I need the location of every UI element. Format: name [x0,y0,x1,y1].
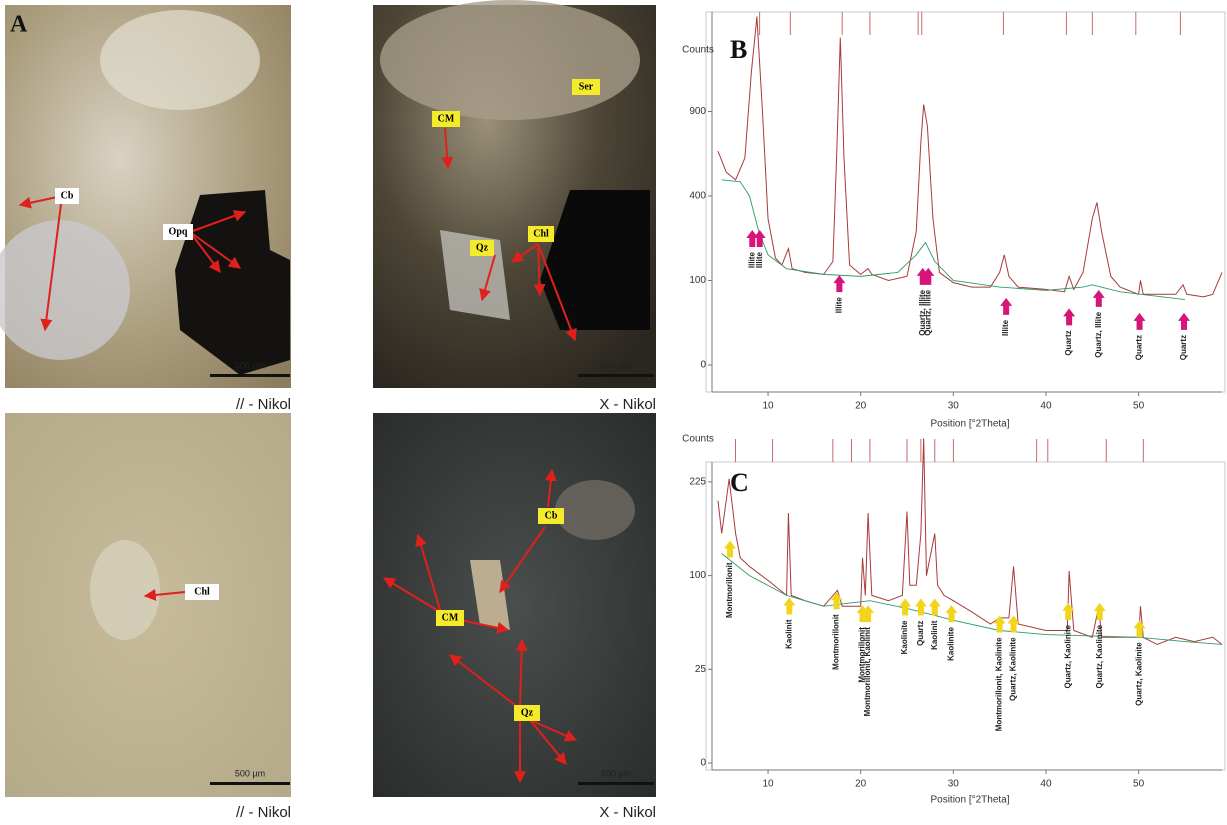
annotation-arrow [945,605,957,622]
y-axis-title: Counts [682,434,714,445]
annotation-label: Kaolinite [900,620,909,654]
y-tick-label: 900 [689,106,706,117]
annotation-label: Quartz, Illite [1094,311,1103,357]
label: Chl [194,586,210,597]
scale-bar: 500 µm [601,360,631,370]
scale-bar: 500 µm [235,768,265,778]
annotation-arrow [746,230,758,247]
label-box: Chl [528,226,554,242]
label-box: Qz [514,705,540,721]
label: Qz [476,242,489,253]
annotation-label: Kaolinit [930,620,939,650]
micrograph [5,413,291,797]
label: CM [442,612,459,623]
plot-frame [706,12,1225,392]
scale-bar: 500 µm [235,360,265,370]
label-box: Qz [470,240,494,256]
caption: // - Nikol [236,804,291,821]
annotation-arrow [833,275,845,292]
caption: X - Nikol [599,396,656,413]
label-box: Chl [185,584,219,600]
data-line [722,553,1222,644]
label-box: Ser [572,79,600,95]
label: Qz [521,707,534,718]
annotation-arrow [1134,620,1146,637]
label: Cb [61,190,74,201]
annotation-label: Montmorillonit [832,614,841,670]
x-tick-label: 40 [1040,401,1052,412]
label-box: CM [436,610,464,626]
annotation-label: Montmorillonit, Kaolinite [995,637,1004,731]
annotation-label: Quartz, Illite [923,289,932,335]
annotation-label: Kaolinite [947,627,956,661]
annotation-arrow [1063,308,1075,325]
annotation-label: Quartz [916,621,925,646]
panel-label: A [10,12,28,38]
y-tick-label: 25 [695,664,707,675]
label-box: Opq [163,224,193,240]
annotation-label: Illite [834,297,843,314]
data-line [718,17,1222,297]
y-tick-label: 100 [689,570,706,581]
label: Chl [533,228,549,239]
panel-label: C [730,468,749,497]
x-tick-label: 10 [762,779,774,790]
label-box: Cb [55,188,79,204]
annotation-label: Quartz, Kaolinite [1095,624,1104,688]
y-tick-label: 100 [689,275,706,286]
x-tick-label: 10 [762,401,774,412]
figure: A Cb Opq Ser CM Qz Chl Chl Cb CM Qz 500 … [0,0,1227,825]
label: Cb [545,510,558,521]
panel-label: B [730,35,747,64]
x-tick-label: 20 [855,779,867,790]
annotation-label: Kaolinit [784,619,793,649]
annotation-label: Quartz [1064,330,1073,355]
annotation-label: Quartz, Kaolinite [1009,637,1018,701]
plot-frame [706,462,1225,770]
annotation-label: Quartz, Kaolinite [1063,624,1072,688]
label: CM [438,113,455,124]
x-tick-label: 40 [1040,779,1052,790]
micrograph [0,5,291,388]
y-tick-label: 400 [689,191,706,202]
label-box: CM [432,111,460,127]
x-tick-label: 50 [1133,779,1145,790]
x-tick-label: 30 [948,401,960,412]
annotation-label: Quartz [1135,335,1144,360]
label-box: Cb [538,508,564,524]
annotation-arrow [724,540,736,557]
scale-bar: 500 µm [601,768,631,778]
micrograph [373,0,656,388]
caption: // - Nikol [236,396,291,413]
x-tick-label: 50 [1133,401,1145,412]
annotation-arrow [1094,603,1106,620]
annotation-arrow [1000,298,1012,315]
y-tick-label: 225 [689,477,706,488]
annotation-arrow [1178,313,1190,330]
micrograph [373,413,656,797]
annotation-label: Illite [1001,319,1010,336]
label: Opq [169,226,188,237]
annotation-label: Illite [755,252,764,269]
label: Ser [579,81,594,92]
y-tick-label: 0 [700,758,706,769]
x-axis-title: Position [°2Theta] [930,795,1009,806]
x-axis-title: Position [°2Theta] [930,419,1009,430]
x-tick-label: 20 [855,401,867,412]
caption: X - Nikol [599,804,656,821]
y-tick-label: 0 [700,360,706,371]
annotation-label: Quartz [1179,335,1188,360]
annotation-label: Montmorillonit [725,562,734,618]
data-line [718,438,1222,644]
y-axis-title: Counts [682,45,714,56]
annotation-arrow [1093,290,1105,307]
annotation-arrow [1134,313,1146,330]
annotation-label: Quartz, Kaolinite [1135,642,1144,706]
x-tick-label: 30 [948,779,960,790]
annotation-label: Montmorillonit, Kaolinit [863,627,872,717]
annotation-arrow [783,597,795,614]
annotation-arrow [929,599,941,616]
